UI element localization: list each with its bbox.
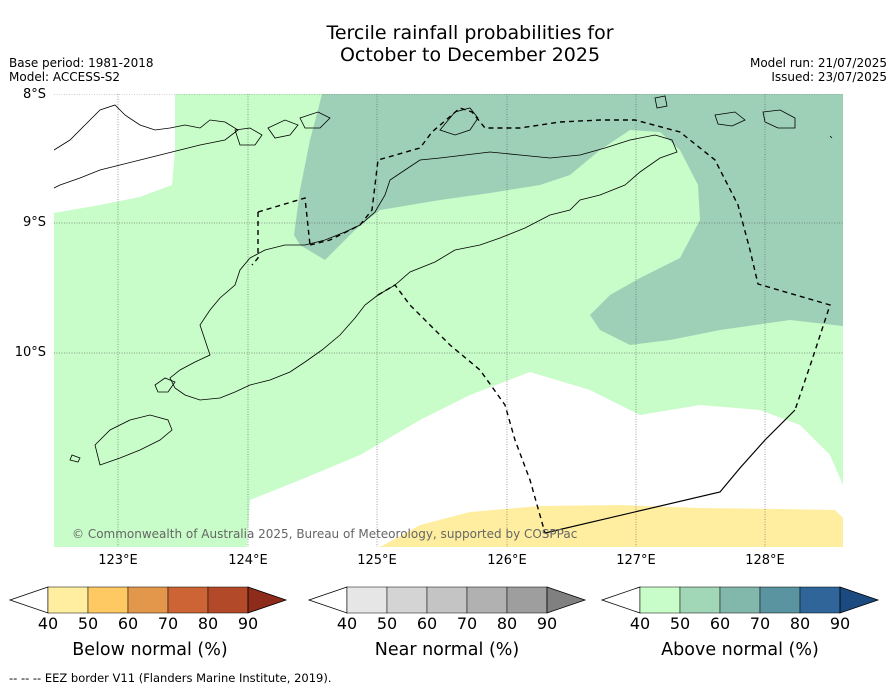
colorbar-0-tick: 90: [237, 614, 259, 633]
model-label: Model: ACCESS-S2: [9, 70, 121, 84]
eez-border: [251, 107, 831, 534]
map-title-line-2: October to December 2025: [339, 44, 601, 66]
colorbar-below-label: Below normal (%): [72, 640, 228, 660]
colorbar-1-segment: [346, 586, 388, 614]
above-normal-50-60-region: [294, 94, 843, 345]
colorbar-1-segment: [506, 586, 548, 614]
colorbar-0-segment: [167, 586, 209, 614]
eez-border-solid-segment: [544, 409, 796, 534]
colorbar-1-tick: 40: [336, 614, 358, 633]
lon-label-125e: 125°E: [357, 553, 397, 568]
colorbar-0-segment: [207, 586, 249, 614]
no-dominant-region-south: [247, 372, 843, 547]
lon-label-128e: 128°E: [745, 553, 785, 568]
colorbar-2-tick: 70: [749, 614, 771, 633]
colorbar-2-tick: 60: [709, 614, 731, 633]
colorbar-0-segment: [87, 586, 129, 614]
lat-label-9s: 9°S: [22, 215, 46, 230]
gridlines: [54, 94, 843, 547]
colorbar-0-tick: 50: [77, 614, 99, 633]
colorbar-0-tick: 60: [117, 614, 139, 633]
lon-label-126e: 126°E: [487, 553, 527, 568]
colorbar-0-extend-high: [247, 586, 288, 614]
colorbar-1-segment: [426, 586, 468, 614]
colorbar-0-tick: 80: [197, 614, 219, 633]
probability-field: [54, 94, 843, 547]
colorbar-above-label: Above normal (%): [661, 640, 819, 660]
base-period-label: Base period: 1981-2018: [9, 56, 154, 70]
map-title-line-1: Tercile rainfall probabilities for: [326, 22, 614, 44]
colorbar-1-tick: 80: [496, 614, 518, 633]
colorbar-2-segment: [719, 586, 761, 614]
colorbar-2-tick: 90: [829, 614, 851, 633]
model-run-label: Model run: 21/07/2025: [749, 56, 887, 70]
colorbar-2-tick: 80: [789, 614, 811, 633]
colorbar-1-tick: 60: [416, 614, 438, 633]
no-dominant-region-nw: [54, 94, 175, 213]
colorbar-1-tick: 90: [536, 614, 558, 633]
colorbar-1-extend-low: [307, 586, 348, 614]
colorbar-2-segment: [759, 586, 801, 614]
colorbar-2-segment: [639, 586, 681, 614]
colorbar-0-tick: 40: [37, 614, 59, 633]
colorbars: [8, 586, 880, 614]
lon-label-124e: 124°E: [228, 553, 268, 568]
colorbar-1-segment: [466, 586, 508, 614]
lon-label-127e: 127°E: [616, 553, 656, 568]
issued-label: Issued: 23/07/2025: [771, 70, 887, 84]
lon-label-123e: 123°E: [98, 553, 138, 568]
lat-label-8s: 8°S: [22, 87, 46, 102]
colorbar-0-tick: 70: [157, 614, 179, 633]
coastlines: [54, 95, 833, 466]
below-normal-40-50-region: [380, 505, 843, 547]
colorbar-near-label: Near normal (%): [374, 640, 520, 660]
footer-note: -- -- -- EEZ border V11 (Flanders Marine…: [9, 671, 332, 685]
copyright-notice: © Commonwealth of Australia 2025, Bureau…: [72, 527, 577, 541]
colorbar-1-extend-high: [546, 586, 587, 614]
colorbar-0-extend-low: [8, 586, 49, 614]
colorbar-0-segment: [47, 586, 89, 614]
colorbar-1-tick: 50: [376, 614, 398, 633]
colorbar-2-segment: [799, 586, 841, 614]
colorbar-2-extend-high: [839, 586, 880, 614]
colorbar-1-segment: [386, 586, 428, 614]
lat-label-10s: 10°S: [14, 345, 46, 360]
colorbar-2-extend-low: [600, 586, 641, 614]
colorbar-1-tick: 70: [456, 614, 478, 633]
colorbar-0-segment: [127, 586, 169, 614]
colorbar-2-segment: [679, 586, 721, 614]
colorbar-2-tick: 50: [669, 614, 691, 633]
colorbar-2-tick: 40: [629, 614, 651, 633]
